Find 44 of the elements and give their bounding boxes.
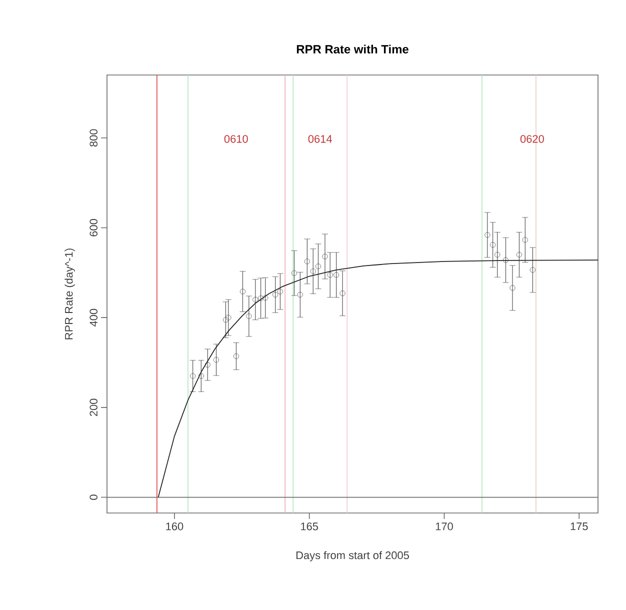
point (484, 232, 490, 238)
x-tick-label: 165 (301, 522, 318, 530)
point (198, 373, 204, 379)
point (322, 254, 328, 260)
chart-title: RPR Rate with Time (296, 44, 408, 54)
annotation: 0620 (520, 135, 544, 143)
x-tick-label: 170 (436, 522, 453, 530)
point (310, 268, 316, 274)
point (516, 252, 522, 258)
point (304, 258, 310, 264)
point (246, 313, 252, 320)
point (297, 292, 303, 298)
point (226, 314, 232, 320)
annotation: 0610 (224, 135, 248, 143)
point (240, 288, 246, 294)
point (494, 252, 500, 258)
x-axis-title: Days from start of 2005 (296, 551, 409, 562)
point (213, 357, 220, 363)
point (502, 257, 509, 263)
y-tick-label: 400 (90, 308, 98, 326)
point (272, 292, 278, 298)
y-tick-label: 600 (90, 219, 98, 236)
point (490, 242, 496, 248)
x-tick-label: 160 (166, 522, 184, 530)
point (277, 288, 283, 294)
y-tick-label: 0 (90, 494, 98, 500)
point (530, 267, 536, 273)
line-series (158, 260, 598, 498)
point (233, 353, 240, 360)
point (204, 362, 210, 368)
point (510, 285, 516, 291)
point (327, 272, 333, 278)
point (252, 296, 258, 302)
point (522, 237, 528, 243)
point (340, 290, 346, 296)
point (334, 272, 340, 278)
x-tick-label: 175 (570, 522, 588, 530)
y-tick-label: 200 (90, 398, 98, 416)
point (262, 295, 268, 301)
y-tick-label: 800 (90, 129, 98, 147)
annotation: 0614 (308, 135, 332, 143)
point (315, 264, 322, 270)
point (190, 373, 196, 379)
y-axis-title: RPR Rate (day^-1) (64, 248, 75, 340)
